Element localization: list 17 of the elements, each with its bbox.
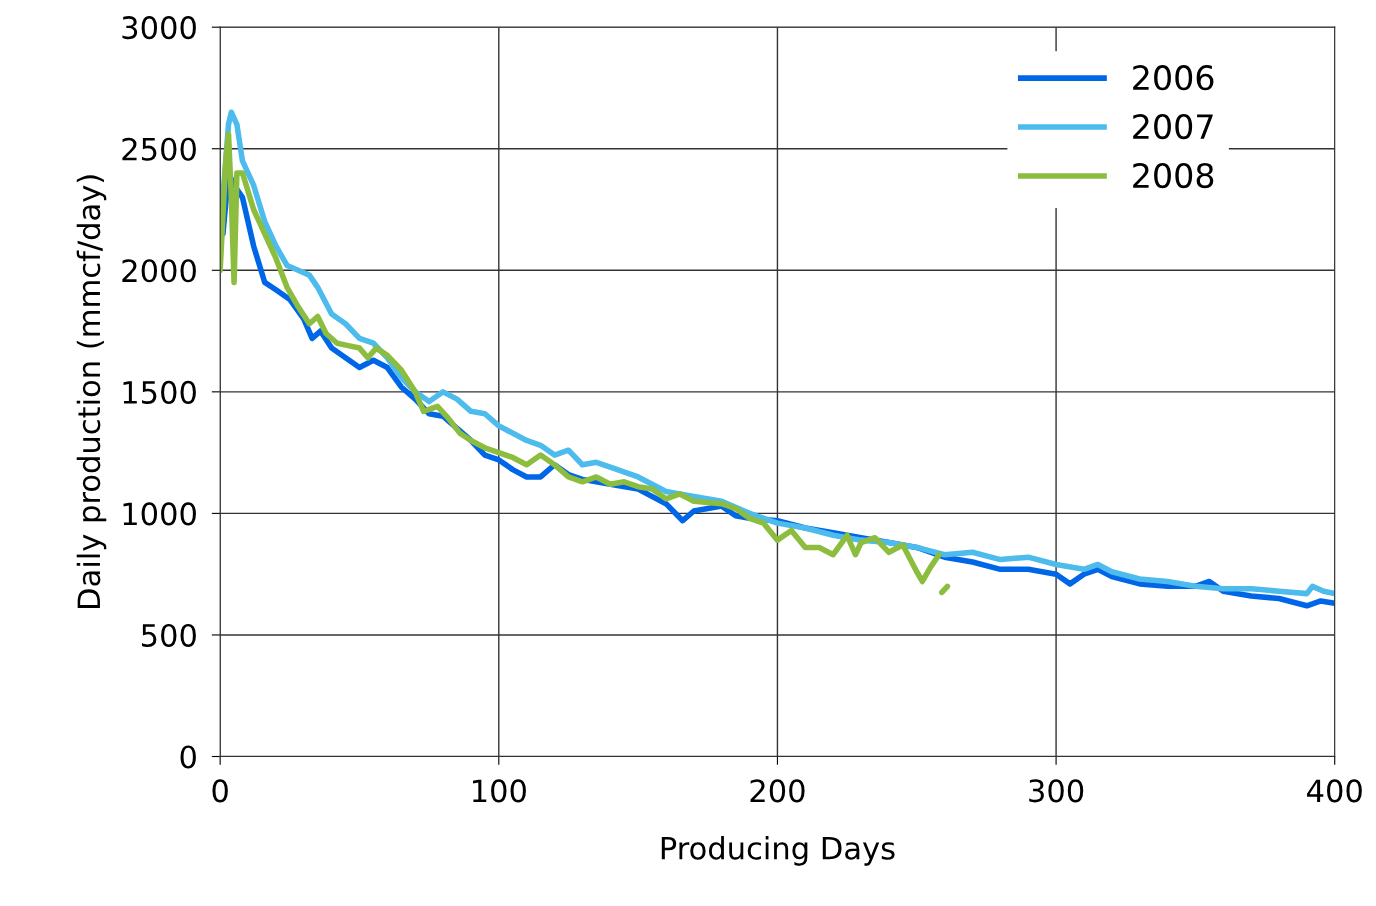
x-tick-label: 300 xyxy=(1029,779,1084,803)
y-tick-label: 2500 xyxy=(122,137,196,161)
legend-label: 2007 xyxy=(1133,113,1213,140)
y-tick-label: 1000 xyxy=(123,502,196,526)
y-tick-label: 500 xyxy=(141,623,196,647)
x-axis-title: Producing Days xyxy=(661,836,895,866)
y-axis-title: Daily production (mmcf/day) xyxy=(76,175,107,608)
x-tick-label: 400 xyxy=(1307,779,1362,803)
y-tick-label: 0 xyxy=(180,745,196,769)
y-tick-label: 3000 xyxy=(122,16,196,40)
x-tick-label: 200 xyxy=(750,779,805,803)
legend-label: 2008 xyxy=(1133,162,1214,189)
y-tick-label: 1500 xyxy=(123,380,196,404)
legend-label: 2006 xyxy=(1133,65,1214,91)
x-tick-label: 100 xyxy=(472,779,526,803)
x-tick-label: 0 xyxy=(212,779,228,803)
y-tick-label: 2000 xyxy=(122,259,196,283)
